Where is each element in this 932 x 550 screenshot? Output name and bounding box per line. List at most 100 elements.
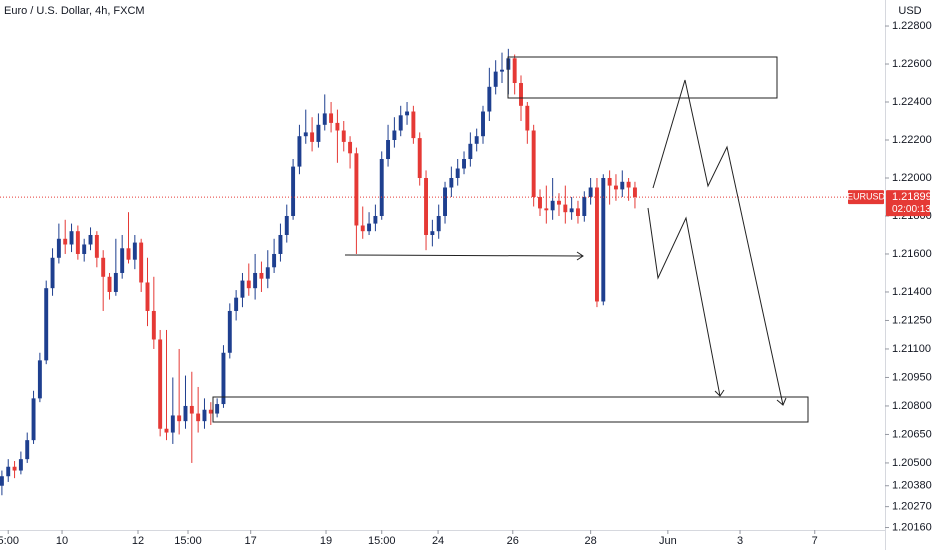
candle-body bbox=[0, 476, 4, 486]
y-tick-label: 1.22400 bbox=[892, 96, 932, 108]
candle-body bbox=[449, 177, 454, 188]
x-tick-label: 12 bbox=[132, 535, 144, 547]
candle-body bbox=[259, 272, 264, 279]
candle-body bbox=[75, 231, 80, 254]
candle-body bbox=[468, 143, 473, 159]
candle-body bbox=[50, 257, 55, 289]
candle-body bbox=[481, 111, 485, 137]
y-tick-label: 1.22600 bbox=[892, 58, 932, 70]
last-price-box bbox=[886, 190, 930, 217]
candle-body bbox=[626, 181, 631, 188]
candle-body bbox=[576, 208, 580, 216]
candle-body bbox=[512, 58, 517, 84]
drawings bbox=[212, 56, 809, 423]
candle-body bbox=[557, 200, 561, 205]
candle-body bbox=[6, 466, 11, 477]
candle-body bbox=[126, 248, 131, 260]
candle-body bbox=[196, 413, 201, 422]
candle-body bbox=[595, 187, 599, 302]
x-tick-label: 19 bbox=[320, 535, 332, 547]
y-tick-label: 1.20800 bbox=[892, 400, 932, 412]
candle-body bbox=[31, 398, 36, 441]
y-tick-label: 1.20380 bbox=[892, 480, 932, 492]
candle-body bbox=[373, 215, 378, 224]
candle-body bbox=[316, 124, 321, 142]
candle-body bbox=[379, 159, 384, 216]
candle-body bbox=[500, 69, 504, 72]
candle-body bbox=[411, 111, 416, 139]
candle-body bbox=[297, 136, 302, 167]
candle-body bbox=[189, 405, 194, 414]
countdown-label: 02:00:13 bbox=[892, 204, 931, 215]
y-tick-label: 1.21100 bbox=[892, 343, 931, 355]
projection-arrow bbox=[652, 79, 787, 406]
x-tick-label: 15:00 bbox=[174, 535, 202, 547]
y-tick-label: 1.21250 bbox=[892, 314, 932, 326]
candle-body bbox=[613, 185, 618, 190]
candle-body bbox=[550, 200, 555, 211]
x-tick-label: 5:00 bbox=[0, 535, 19, 547]
candle-body bbox=[360, 225, 365, 232]
candle-body bbox=[563, 204, 568, 213]
y-tick-label: 1.20500 bbox=[892, 457, 932, 469]
y-tick-label: 1.20950 bbox=[892, 371, 932, 383]
arrow bbox=[344, 251, 584, 261]
candle-body bbox=[601, 177, 606, 302]
candle-body bbox=[436, 215, 441, 232]
candle-body bbox=[525, 105, 530, 131]
candle-body bbox=[234, 297, 239, 311]
candle-body bbox=[519, 83, 523, 106]
x-tick-label: 7 bbox=[812, 535, 818, 547]
candle-body bbox=[284, 215, 289, 235]
candle-body bbox=[531, 130, 536, 197]
candle-body bbox=[348, 141, 353, 154]
candle-body bbox=[208, 409, 213, 414]
candle-body bbox=[544, 208, 549, 211]
candle-body bbox=[588, 187, 593, 197]
x-tick-label: 28 bbox=[585, 535, 597, 547]
candle-body bbox=[487, 86, 492, 112]
candle-body bbox=[354, 153, 359, 226]
resistance-zone bbox=[507, 56, 778, 99]
candle-body bbox=[632, 187, 637, 197]
candle-body bbox=[69, 231, 74, 245]
candle-body bbox=[398, 115, 403, 131]
candle-body bbox=[227, 310, 232, 353]
candle-body bbox=[183, 405, 188, 422]
candle-body bbox=[310, 132, 315, 142]
candle-body bbox=[88, 234, 93, 245]
candle-body bbox=[145, 282, 150, 311]
candle-body bbox=[303, 132, 308, 137]
candle-body bbox=[443, 187, 447, 216]
x-tick-label: 24 bbox=[432, 535, 444, 547]
candle-body bbox=[94, 234, 99, 258]
candle-body bbox=[430, 231, 435, 235]
x-tick-label: 15:00 bbox=[368, 535, 396, 547]
candle-body bbox=[341, 130, 346, 142]
candle-body bbox=[367, 223, 372, 232]
candle-body bbox=[493, 71, 498, 87]
candle-body bbox=[569, 208, 574, 213]
y-tick-label: 1.21600 bbox=[892, 248, 932, 260]
candle-body bbox=[164, 428, 169, 433]
candle-body bbox=[177, 415, 182, 422]
candle-body bbox=[132, 242, 137, 260]
candle-body bbox=[322, 113, 327, 125]
candle-body bbox=[18, 459, 23, 471]
candle-body bbox=[56, 238, 61, 258]
x-tick-label: 10 bbox=[56, 535, 68, 547]
candle-body bbox=[620, 181, 625, 190]
candle-body bbox=[265, 267, 270, 279]
candle-body bbox=[392, 130, 397, 141]
candle-body bbox=[386, 140, 391, 159]
y-tick-label: 1.22200 bbox=[892, 134, 932, 146]
candle-body bbox=[139, 242, 144, 283]
candle-body bbox=[582, 196, 587, 216]
support-zone bbox=[212, 396, 809, 423]
currency-label: USD bbox=[898, 5, 921, 17]
y-tick-label: 1.21400 bbox=[892, 286, 932, 298]
candle-body bbox=[101, 257, 106, 277]
x-tick-label: Jun bbox=[659, 535, 677, 547]
candle-body bbox=[417, 138, 422, 178]
